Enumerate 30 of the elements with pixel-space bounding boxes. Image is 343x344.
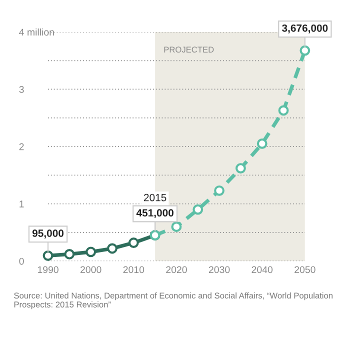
y-tick-label: 0	[19, 258, 24, 265]
annotation: 3,676,000	[282, 24, 328, 34]
x-tick-label: 2040	[252, 266, 273, 274]
point	[235, 163, 246, 174]
y-tick-label: 2	[19, 143, 24, 150]
point	[171, 222, 182, 232]
annotation: 451,000	[136, 209, 174, 218]
x-tick-label: 2050	[294, 266, 316, 274]
point	[300, 45, 310, 56]
point	[192, 204, 204, 215]
source-note: Source: United Nations, Department of Economic and Social Affairs, “World Population Prospects: 2015 Revision”	[14, 292, 332, 310]
y-tick-label: 3	[19, 86, 24, 93]
point	[256, 138, 268, 149]
point	[42, 250, 54, 261]
x-tick-label: 1990	[38, 266, 58, 274]
band-label: PROJECTED	[164, 46, 214, 53]
x-tick-label: 2010	[123, 266, 144, 274]
point	[86, 246, 96, 258]
y-tick-label: 4 million	[19, 28, 54, 36]
annotation: 95,000	[32, 230, 64, 238]
annotation: 2015	[144, 194, 166, 202]
point	[214, 185, 225, 196]
point	[128, 238, 139, 248]
point	[107, 243, 118, 254]
y-tick-label: 1	[20, 200, 24, 208]
point	[278, 105, 289, 116]
x-tick-label: 2030	[208, 266, 230, 274]
point	[64, 249, 75, 260]
x-tick-label: 2000	[80, 266, 102, 274]
x-tick-label: 2020	[166, 266, 187, 274]
